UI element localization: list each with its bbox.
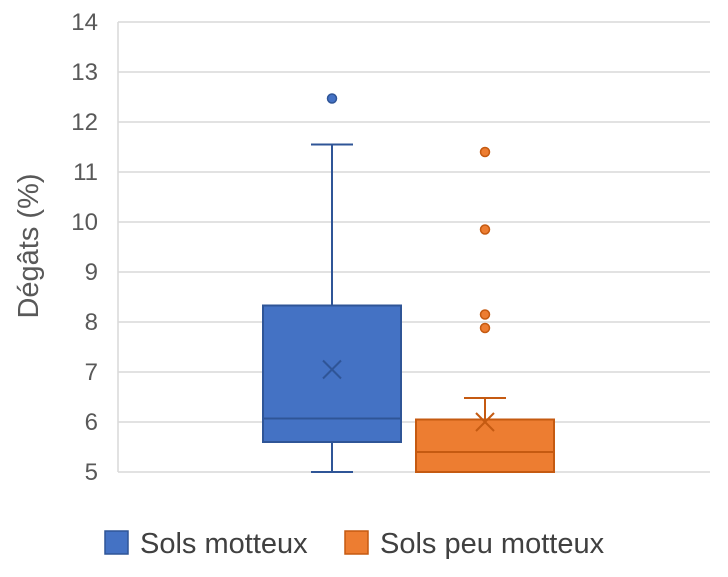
legend-label-1: Sols motteux [140,528,308,560]
y-axis-tick-labels: 5 6 7 8 9 10 11 12 13 14 [71,9,98,486]
mean-marker-2 [475,412,495,432]
y-tick-label-5: 5 [85,459,98,486]
y-tick-label-9: 9 [85,259,98,286]
box-rect-2 [415,418,555,473]
legend-label-2: Sols peu motteux [380,528,605,560]
legend-swatch-1 [104,530,129,555]
mean-marker-1 [322,359,342,380]
y-tick-label-14: 14 [71,9,98,36]
gridlines [117,21,710,473]
y-tick-label-6: 6 [85,409,98,436]
outlier-point-2-4 [479,146,491,158]
box-1 [262,93,402,473]
y-tick-label-7: 7 [85,359,98,386]
legend-swatch-2 [344,530,369,555]
y-tick-label-13: 13 [71,59,98,86]
outlier-point-2-3 [479,224,491,235]
box-rect-1 [262,304,402,443]
y-tick-label-11: 11 [73,159,98,186]
y-tick-label-8: 8 [85,309,98,336]
y-axis-title: Dégâts (%) [13,173,45,318]
y-tick-label-10: 10 [71,209,98,236]
legend: Sols motteux Sols peu motteux [104,528,605,560]
box-series [262,93,555,473]
outlier-point-2-1 [479,322,491,334]
outlier-point-2-2 [479,309,491,320]
outlier-point-1-1 [326,93,338,104]
y-tick-label-12: 12 [71,109,98,136]
box-2 [415,146,555,473]
